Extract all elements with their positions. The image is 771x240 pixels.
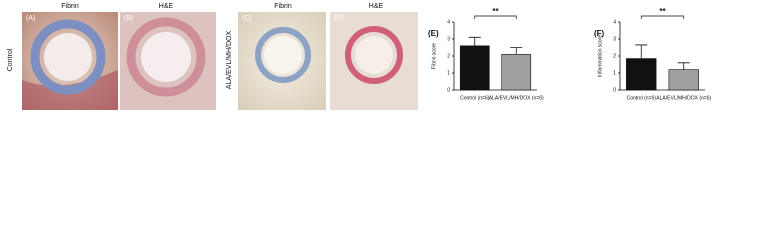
panel-label: (A) — [26, 15, 35, 22]
y-tick-label: 2 — [613, 53, 616, 59]
y-tick-label: 4 — [447, 19, 450, 25]
y-tick-label: 2 — [447, 53, 450, 59]
error-bar — [635, 44, 648, 59]
panel-label: (D) — [334, 15, 344, 22]
panel-label: (E) — [428, 29, 439, 38]
x-tick-label: Control (n=6) — [627, 95, 657, 101]
row-label: ALA/EVL/MH/DOX — [226, 30, 233, 89]
y-tick-label: 1 — [447, 70, 450, 76]
image-d — [330, 12, 418, 110]
bar — [668, 69, 699, 91]
y-tick-label: 3 — [447, 36, 450, 42]
y-axis-label: Inflammation score — [597, 35, 603, 77]
panel-label: (C) — [242, 15, 252, 22]
error-bar — [468, 36, 481, 46]
y-tick-label: 3 — [613, 36, 616, 42]
significance-bracket — [640, 15, 685, 19]
image-b — [120, 12, 216, 110]
y-axis-label: Fibrin score — [431, 43, 437, 69]
x-tick-label: Control (n=6) — [460, 95, 490, 101]
significance-label: ** — [492, 7, 499, 16]
y-tick-label: 0 — [447, 87, 450, 93]
bar — [501, 53, 532, 91]
error-bar — [677, 62, 690, 70]
column-label: Fibrin — [61, 3, 79, 10]
significance-label: ** — [659, 7, 666, 16]
row-label: Control — [7, 48, 14, 71]
y-tick-label: 0 — [613, 87, 616, 93]
bar — [459, 45, 490, 91]
column-label: H&E — [369, 3, 384, 10]
y-tick-label: 1 — [613, 70, 616, 76]
panel-label: (B) — [124, 15, 133, 22]
x-tick-label: ALA/EVL/MH/DOX (n=6) — [656, 95, 711, 101]
image-a — [22, 12, 118, 110]
column-label: Fibrin — [274, 3, 292, 10]
x-tick-label: ALA/EVL/MH/DOX (n=6) — [489, 95, 544, 101]
figure: Fibrin H&E Fibrin H&E (A) (B) (C) (D) Co… — [7, 3, 712, 110]
significance-bracket — [474, 15, 517, 19]
y-tick-label: 4 — [613, 19, 616, 25]
column-label: H&E — [159, 3, 174, 10]
panel-label: (F) — [594, 29, 605, 38]
image-c — [238, 12, 326, 110]
bar — [626, 58, 657, 91]
error-bar — [510, 47, 523, 55]
